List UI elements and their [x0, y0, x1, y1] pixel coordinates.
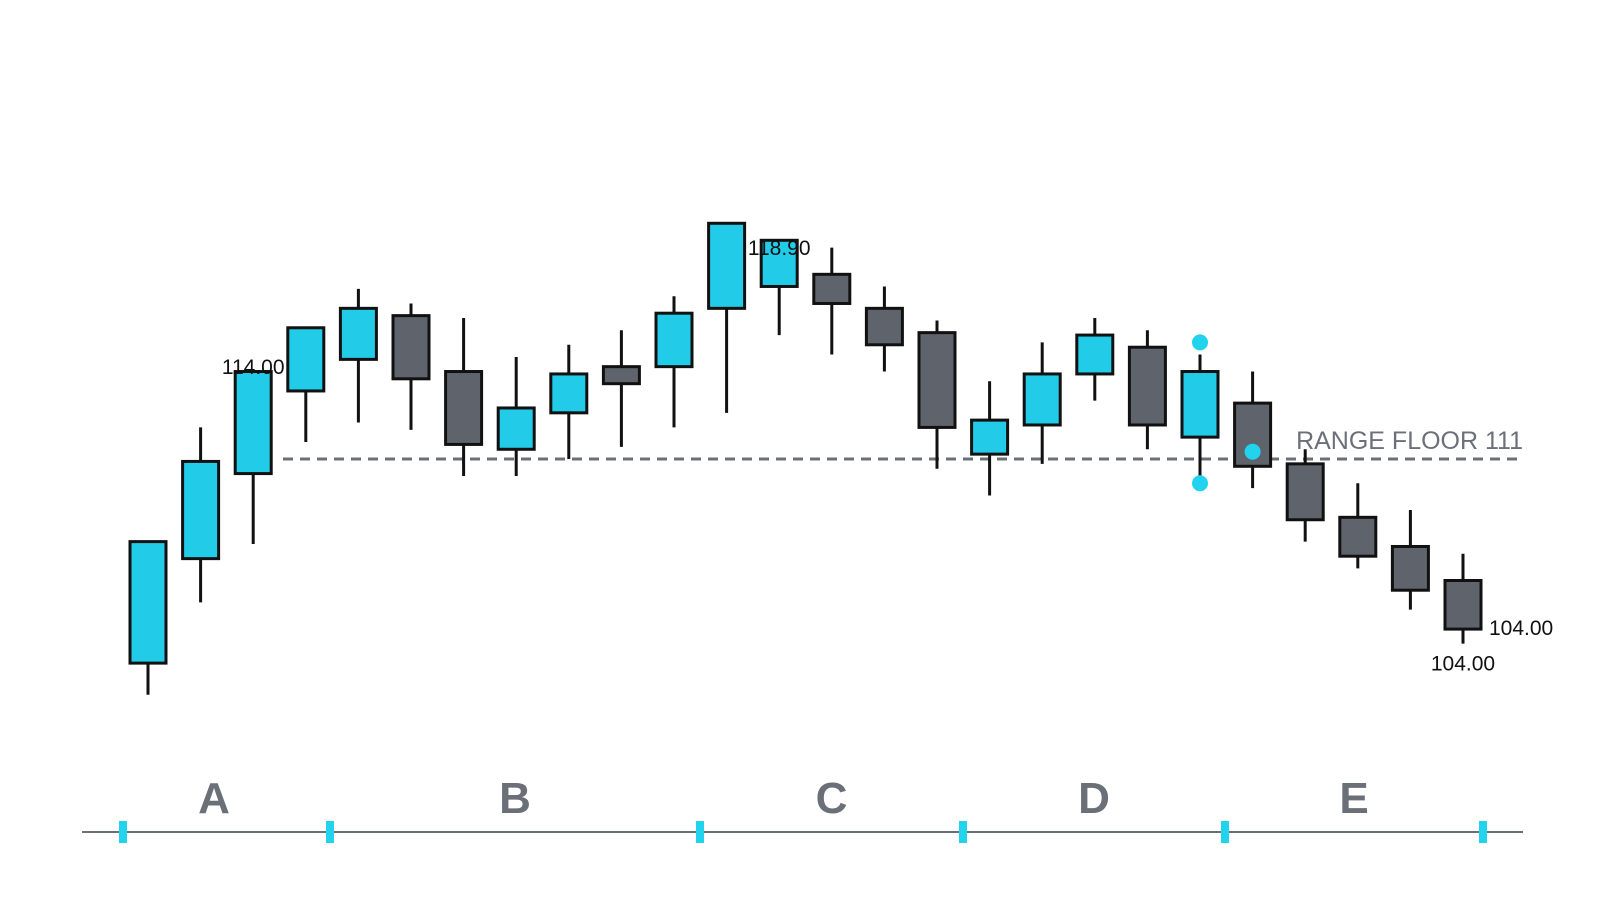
candle-body: [233, 370, 273, 476]
candle-body: [496, 406, 536, 451]
candle-body: [1075, 333, 1115, 376]
candle-22: [1233, 371, 1273, 489]
x-axis-tick: [959, 821, 967, 843]
candle-body: [917, 331, 957, 429]
marker-dot: [1244, 443, 1261, 460]
candle-6: [391, 303, 431, 430]
x-axis-tick: [326, 821, 334, 843]
candle-body: [338, 306, 378, 361]
candle-5: [338, 288, 378, 423]
candle-body: [391, 314, 431, 381]
candle-17: [970, 381, 1010, 496]
candle-body: [1127, 345, 1167, 427]
candle-body: [1285, 462, 1325, 522]
x-axis-tick: [1221, 821, 1229, 843]
x-axis-tick: [119, 821, 127, 843]
candle-4: [286, 326, 326, 442]
candle-16: [917, 320, 957, 469]
x-axis-tick: [1479, 821, 1487, 843]
candle-body: [128, 540, 168, 665]
candle-body: [1390, 544, 1430, 592]
candle-11: [654, 296, 694, 428]
candle-body: [286, 326, 326, 393]
candle-3: [233, 370, 273, 545]
section-label-c: C: [816, 774, 848, 823]
candles: [128, 221, 1483, 695]
markers: [1192, 334, 1261, 492]
section-labels: A B C D E: [198, 774, 1369, 823]
x-axis: [82, 821, 1523, 843]
candle-9: [549, 344, 589, 459]
price-annotation: 118.90: [748, 237, 811, 260]
candle-18: [1022, 342, 1062, 464]
section-label-b: B: [499, 774, 531, 823]
candle-body: [1338, 515, 1378, 558]
candle-body: [1022, 372, 1062, 427]
candle-10: [601, 330, 641, 447]
price-annotations: 114.00 118.90 104.00 104.00: [222, 237, 1553, 676]
candle-1: [128, 540, 168, 695]
section-label-d: D: [1078, 774, 1110, 823]
candle-body: [444, 370, 484, 446]
marker-dot: [1192, 475, 1208, 492]
candle-body: [1443, 579, 1483, 631]
candle-body: [707, 221, 747, 310]
price-annotation: 104.00: [1431, 653, 1495, 676]
x-axis-tick: [696, 821, 704, 843]
candle-12: [707, 221, 747, 413]
candle-7: [444, 318, 484, 477]
candle-body: [601, 365, 641, 386]
candle-body: [654, 311, 694, 369]
candle-14: [812, 247, 852, 355]
candle-25: [1390, 510, 1430, 610]
section-label-e: E: [1339, 774, 1368, 823]
price-annotation: 114.00: [222, 356, 285, 379]
candle-body: [549, 372, 589, 415]
candle-13: [759, 238, 799, 336]
range-floor-label: RANGE FLOOR 111: [1296, 427, 1523, 455]
section-label-a: A: [198, 774, 230, 823]
candle-body: [181, 459, 221, 561]
marker-dot: [1192, 334, 1208, 351]
candle-2: [181, 427, 221, 603]
candle-19: [1075, 318, 1115, 401]
candle-body: [1180, 370, 1220, 439]
candle-26: [1443, 553, 1483, 644]
candle-15: [864, 286, 904, 372]
candle-body: [812, 272, 852, 305]
candle-body: [970, 418, 1010, 456]
candle-body: [864, 306, 904, 347]
candle-21: [1180, 354, 1220, 484]
candle-8: [496, 356, 536, 477]
candle-23: [1285, 449, 1325, 542]
candle-24: [1338, 483, 1378, 569]
price-annotation: 104.00: [1489, 617, 1553, 640]
candle-body: [759, 238, 799, 288]
candle-20: [1127, 330, 1167, 450]
range-floor: RANGE FLOOR 111: [283, 427, 1523, 461]
